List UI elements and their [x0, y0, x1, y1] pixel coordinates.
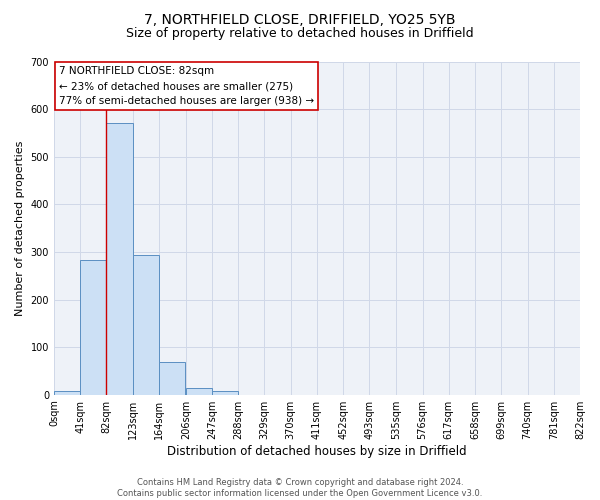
Bar [212, 391, 238, 394]
Text: 7 NORTHFIELD CLOSE: 82sqm
← 23% of detached houses are smaller (275)
77% of semi: 7 NORTHFIELD CLOSE: 82sqm ← 23% of detac… [59, 66, 314, 106]
Bar [159, 362, 185, 394]
X-axis label: Distribution of detached houses by size in Driffield: Distribution of detached houses by size … [167, 444, 467, 458]
Bar [54, 391, 80, 394]
Text: 7, NORTHFIELD CLOSE, DRIFFIELD, YO25 5YB: 7, NORTHFIELD CLOSE, DRIFFIELD, YO25 5YB [144, 12, 456, 26]
Text: Contains HM Land Registry data © Crown copyright and database right 2024.
Contai: Contains HM Land Registry data © Crown c… [118, 478, 482, 498]
Bar [106, 124, 133, 394]
Bar [80, 260, 106, 394]
Y-axis label: Number of detached properties: Number of detached properties [15, 140, 25, 316]
Text: Size of property relative to detached houses in Driffield: Size of property relative to detached ho… [126, 28, 474, 40]
Bar [133, 255, 159, 394]
Bar [186, 388, 212, 394]
